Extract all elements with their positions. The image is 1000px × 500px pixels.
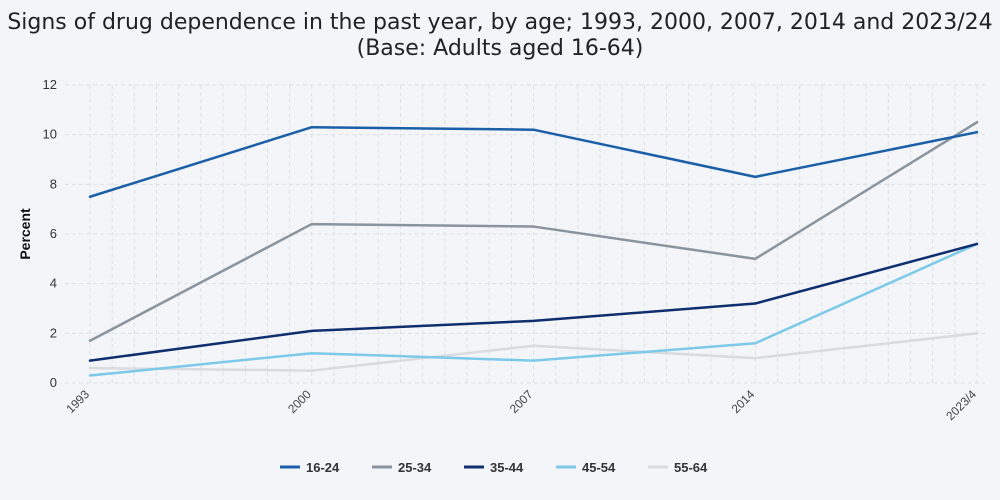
legend-item-35-44[interactable]: 35-44 bbox=[464, 460, 524, 475]
y-tick-label: 0 bbox=[50, 375, 57, 390]
legend-item-55-64[interactable]: 55-64 bbox=[648, 460, 708, 475]
x-tick-label: 2023/4 bbox=[943, 387, 979, 423]
legend-item-16-24[interactable]: 16-24 bbox=[280, 460, 340, 475]
legend-label: 16-24 bbox=[306, 460, 340, 475]
y-tick-label: 4 bbox=[50, 276, 57, 291]
legend: 16-24 25-34 35-44 45-54 55-64 bbox=[280, 460, 708, 475]
y-axis-label: Percent bbox=[17, 208, 33, 260]
legend-label: 45-54 bbox=[582, 460, 616, 475]
legend-label: 35-44 bbox=[490, 460, 524, 475]
y-axis-ticks: 0 2 4 6 8 10 12 bbox=[43, 77, 57, 390]
series-line-45-54 bbox=[88, 242, 979, 377]
legend-item-25-34[interactable]: 25-34 bbox=[372, 460, 432, 475]
x-axis-ticks: 1993 2000 2007 2014 2023/4 bbox=[63, 387, 979, 423]
series-line-16-24 bbox=[88, 125, 979, 198]
series-line-55-64 bbox=[88, 332, 979, 372]
grid bbox=[65, 84, 985, 384]
legend-item-45-54[interactable]: 45-54 bbox=[556, 460, 616, 475]
x-tick-label: 2000 bbox=[285, 387, 314, 416]
chart-title-main: Signs of drug dependence in the past yea… bbox=[7, 10, 993, 35]
y-tick-label: 12 bbox=[43, 77, 57, 92]
series-line-35-44 bbox=[88, 242, 979, 362]
series-lines bbox=[88, 121, 979, 377]
y-tick-label: 8 bbox=[50, 176, 57, 191]
legend-label: 55-64 bbox=[674, 460, 708, 475]
y-tick-label: 2 bbox=[50, 325, 57, 340]
y-tick-label: 10 bbox=[43, 127, 57, 142]
x-tick-label: 1993 bbox=[63, 387, 92, 416]
chart-title: Signs of drug dependence in the past yea… bbox=[0, 10, 1000, 62]
x-tick-label: 2007 bbox=[507, 387, 536, 416]
legend-label: 25-34 bbox=[398, 460, 432, 475]
chart-subtitle: (Base: Adults aged 16-64) bbox=[356, 36, 644, 61]
y-tick-label: 6 bbox=[50, 226, 57, 241]
x-tick-label: 2014 bbox=[729, 387, 758, 416]
series-line-25-34 bbox=[88, 121, 979, 343]
